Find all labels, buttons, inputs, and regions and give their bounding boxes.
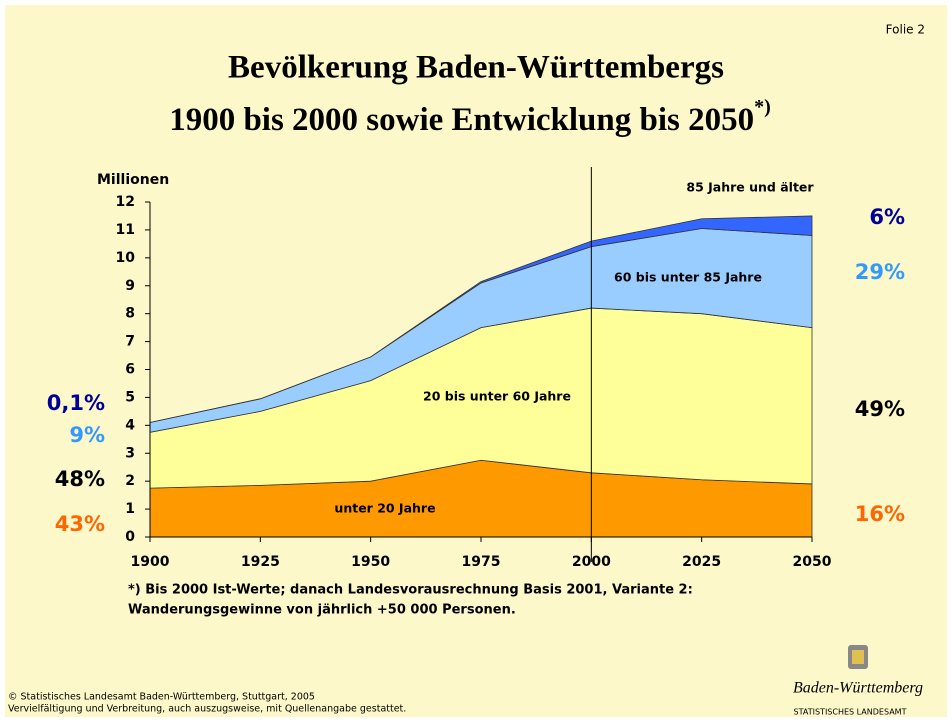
start-share: 0,1% xyxy=(47,391,105,415)
y-tick-label: 5 xyxy=(125,389,135,405)
y-tick-label: 10 xyxy=(116,250,136,266)
logo-text: Baden-Württemberg xyxy=(793,680,923,697)
series-label: 20 bis unter 60 Jahre xyxy=(423,389,571,404)
footnote: *) Bis 2000 Ist-Werte; danach Landesvora… xyxy=(128,583,693,598)
x-tick-label: 2025 xyxy=(682,554,721,570)
title-text: 1900 bis 2000 sowie Entwicklung bis 2050 xyxy=(169,102,754,138)
start-share: 48% xyxy=(55,467,105,491)
end-share: 6% xyxy=(869,205,905,229)
start-share: 43% xyxy=(55,512,105,536)
x-tick-label: 1900 xyxy=(131,554,170,570)
series-label: 60 bis unter 85 Jahre xyxy=(614,270,762,285)
end-share: 49% xyxy=(855,397,905,421)
y-tick-label: 2 xyxy=(125,473,135,489)
logo-crest xyxy=(852,650,864,664)
x-tick-label: 2000 xyxy=(572,554,611,570)
title-line: Bevölkerung Baden-Württembergs xyxy=(228,50,724,86)
series-label: 85 Jahre und älter xyxy=(686,180,814,195)
y-tick-label: 7 xyxy=(125,334,135,350)
y-tick-label: 1 xyxy=(125,501,135,517)
y-tick-label: 6 xyxy=(125,362,135,378)
x-tick-label: 1925 xyxy=(241,554,280,570)
start-share: 9% xyxy=(69,423,105,447)
title-line: 1900 bis 2000 sowie Entwicklung bis 2050… xyxy=(169,96,771,138)
x-tick-label: 1975 xyxy=(462,554,501,570)
logo xyxy=(848,645,868,669)
copyright: © Statistisches Landesamt Baden-Württemb… xyxy=(8,692,315,703)
area xyxy=(149,215,813,423)
x-tick-label: 1950 xyxy=(351,554,390,570)
end-share: 29% xyxy=(855,260,905,284)
y-tick-label: 11 xyxy=(116,222,135,238)
x-tick-label: 2050 xyxy=(793,554,832,570)
copyright: Vervielfältigung und Verbreitung, auch a… xyxy=(8,704,406,715)
y-tick-label: 12 xyxy=(116,194,135,210)
footnote: Wanderungsgewinne von jährlich +50 000 P… xyxy=(128,603,516,618)
title-note: *) xyxy=(754,96,771,118)
slide-number: Folie 2 xyxy=(886,23,925,37)
logo-sub: STATISTISCHES LANDESAMT xyxy=(794,708,907,717)
y-axis-label: Millionen xyxy=(97,172,169,188)
end-share: 16% xyxy=(855,502,905,526)
series-label: unter 20 Jahre xyxy=(334,501,435,516)
y-tick-label: 8 xyxy=(125,306,135,322)
y-tick-label: 0 xyxy=(125,529,135,545)
y-tick-label: 9 xyxy=(125,278,135,294)
y-tick-label: 4 xyxy=(125,417,135,433)
y-tick-label: 3 xyxy=(125,445,135,461)
